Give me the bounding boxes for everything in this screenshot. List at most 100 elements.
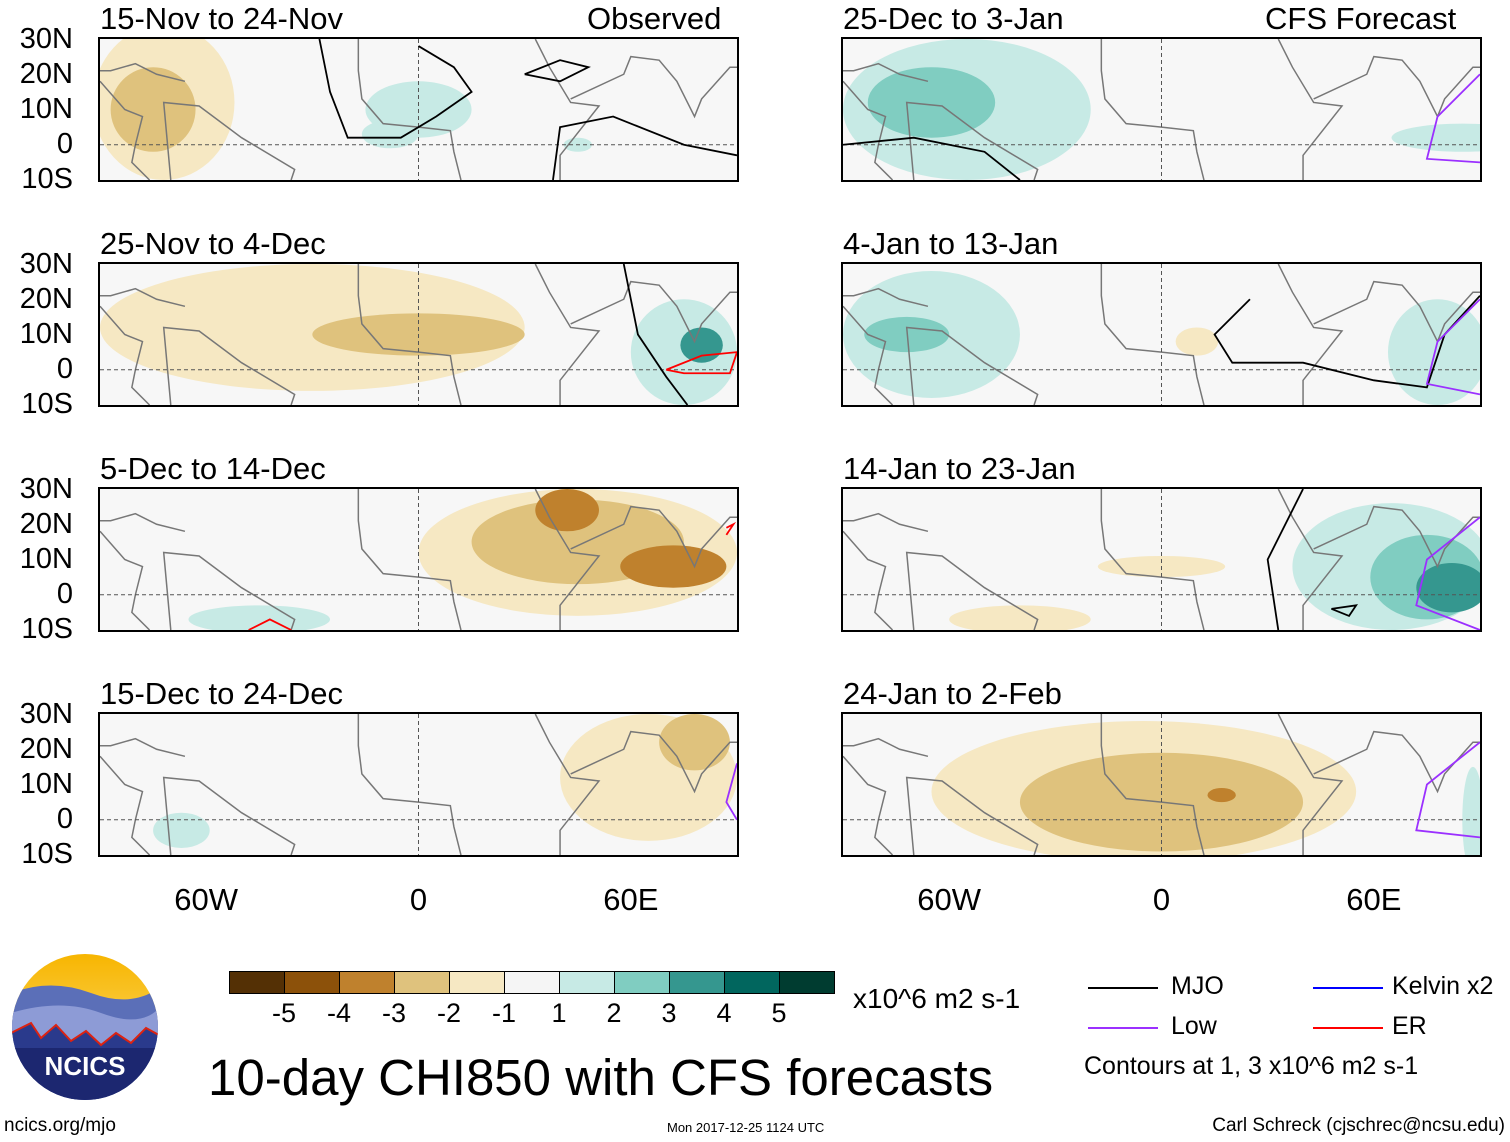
colorbar-label: -3: [381, 998, 407, 1028]
colorbar-swatch: [284, 971, 340, 994]
logo-text: NCICS: [45, 1051, 126, 1081]
map-panel: [98, 712, 739, 857]
colorbar-label: -1: [491, 998, 517, 1028]
anomaly-region: [361, 120, 419, 149]
map-panel: [841, 37, 1482, 182]
lat-tick-label: 30N: [19, 248, 73, 280]
panel-title: 25-Dec to 3-Jan: [843, 1, 1064, 36]
colorbar-label: -2: [436, 998, 462, 1028]
low-contour: [1425, 73, 1480, 164]
mjo-contour: [318, 39, 473, 139]
panel-title: 24-Jan to 2-Feb: [843, 676, 1062, 711]
lat-tick-label: 10S: [21, 163, 73, 195]
colorbar-swatch: [394, 971, 450, 994]
colorbar-label: -4: [326, 998, 352, 1028]
colorbar-swatch: [669, 971, 725, 994]
coastline: [843, 39, 1480, 180]
panel-title: 25-Nov to 4-Dec: [100, 226, 326, 261]
colorbar-label: 5: [771, 998, 787, 1028]
colorbar-swatch: [724, 971, 780, 994]
map-panel: [98, 487, 739, 632]
map-panel: [98, 262, 739, 407]
footer-url[interactable]: ncics.org/mjo: [4, 1115, 116, 1136]
anomaly-region: [949, 605, 1091, 630]
map-panel: [841, 487, 1482, 632]
anomaly-region: [680, 327, 723, 363]
map-panel: [841, 262, 1482, 407]
mjo-contour: [1331, 604, 1359, 618]
mjo-contour: [622, 264, 689, 405]
low-contour: [1415, 516, 1480, 630]
lat-tick-label: 10N: [19, 768, 73, 800]
lat-tick-label: 0: [56, 803, 73, 835]
lon-tick-label: 60E: [1346, 882, 1402, 917]
coastline: [100, 264, 737, 405]
ncics-logo: NCICS: [11, 953, 159, 1101]
lat-tick-label: 30N: [19, 698, 73, 730]
mjo-legend-label: MJO: [1171, 972, 1224, 1000]
colorbar-label: 3: [661, 998, 677, 1028]
mjo-legend-line: [1088, 987, 1158, 989]
colorbar-swatch: [559, 971, 615, 994]
anomaly-region: [620, 545, 727, 588]
anomaly-region: [1391, 123, 1480, 152]
colorbar-label: 2: [606, 998, 622, 1028]
contour-note: Contours at 1, 3 x10^6 m2 s-1: [1084, 1052, 1419, 1080]
lat-tick-label: 10N: [19, 318, 73, 350]
lat-tick-label: 30N: [19, 473, 73, 505]
panel-title: 15-Dec to 24-Dec: [100, 676, 343, 711]
colorbar-label: 4: [716, 998, 732, 1028]
panel-tag: CFS Forecast: [1265, 1, 1457, 36]
lat-tick-label: 30N: [19, 23, 73, 55]
coastline: [100, 714, 737, 855]
kelvin-legend-label: Kelvin x2: [1392, 972, 1494, 1000]
lon-tick-label: 60E: [603, 882, 659, 917]
colorbar-label: 1: [551, 998, 567, 1028]
colorbar-swatch: [449, 971, 505, 994]
coastline: [843, 264, 1480, 405]
coastline: [100, 39, 737, 180]
anomaly-region: [1175, 327, 1219, 356]
panel-title: 14-Jan to 23-Jan: [843, 451, 1076, 486]
lon-tick-label: 60W: [174, 882, 239, 917]
low-legend-line: [1088, 1027, 1158, 1029]
lon-tick-label: 0: [1152, 882, 1171, 917]
figure-title: 10-day CHI850 with CFS forecasts: [208, 1049, 994, 1106]
mjo-contour: [1213, 295, 1480, 389]
colorbar-swatch: [339, 971, 395, 994]
lat-tick-label: 0: [56, 353, 73, 385]
lat-tick-label: 10S: [21, 388, 73, 420]
lat-tick-label: 20N: [19, 283, 73, 315]
low-contour: [1425, 298, 1480, 396]
lat-tick-label: 0: [56, 578, 73, 610]
mjo-contour: [1266, 489, 1304, 630]
anomaly-region: [153, 812, 210, 848]
lat-tick-label: 20N: [19, 58, 73, 90]
colorbar-label: -5: [271, 998, 297, 1028]
er-legend-label: ER: [1392, 1012, 1427, 1040]
lat-tick-label: 20N: [19, 733, 73, 765]
panel-tag: Observed: [587, 1, 722, 36]
coastline: [843, 489, 1480, 630]
anomaly-region: [1416, 563, 1480, 613]
lat-tick-label: 10S: [21, 838, 73, 870]
panel-title: 4-Jan to 13-Jan: [843, 226, 1059, 261]
mjo-contour: [843, 136, 1021, 180]
er-legend-line: [1313, 1027, 1383, 1029]
er-contour: [248, 618, 292, 630]
coastline: [843, 714, 1480, 855]
lat-tick-label: 10N: [19, 93, 73, 125]
colorbar-swatch: [229, 971, 285, 994]
low-contour: [1415, 741, 1480, 839]
lat-tick-label: 20N: [19, 508, 73, 540]
anomaly-region: [867, 67, 996, 138]
lon-tick-label: 0: [409, 882, 428, 917]
colorbar-swatch: [504, 971, 560, 994]
panel-title: 15-Nov to 24-Nov: [100, 1, 343, 36]
footer-author: Carl Schreck (cjschrec@ncsu.edu): [1212, 1115, 1505, 1136]
colorbar-swatch: [614, 971, 670, 994]
colorbar-swatch: [779, 971, 835, 994]
lon-tick-label: 60W: [917, 882, 982, 917]
mjo-contour: [524, 59, 591, 83]
anomaly-region: [110, 67, 196, 152]
